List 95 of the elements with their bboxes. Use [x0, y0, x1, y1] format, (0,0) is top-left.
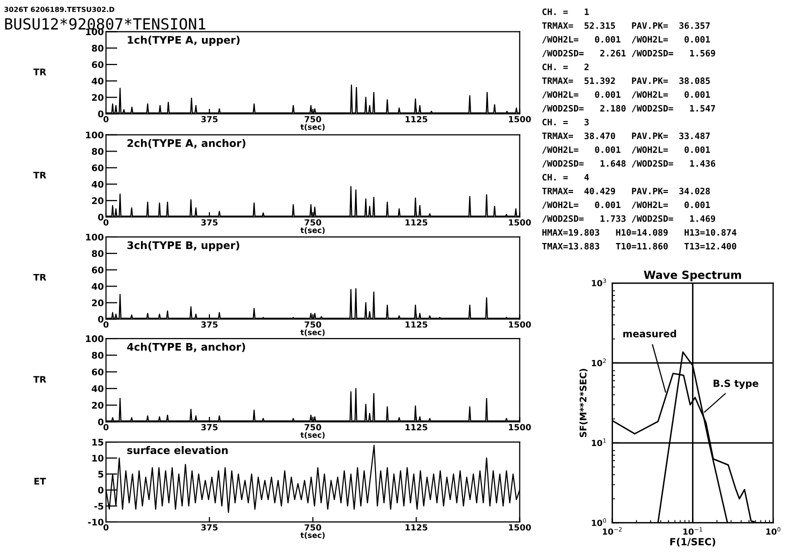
x-tick-label: 1500 — [509, 116, 531, 122]
y-tick-label: 80 — [92, 352, 104, 359]
y-tick-label: 10$^{2}$ — [592, 358, 606, 366]
x-tick-label: 1500 — [509, 321, 531, 328]
y-axis-title: ET — [34, 478, 46, 485]
y-tick-label: 40 — [92, 78, 104, 84]
text: /WOH2L= 0.001 /WOH2L= 0.001 — [542, 202, 710, 209]
y-tick-label: 20 — [92, 94, 104, 101]
y-tick-label: 100 — [86, 234, 104, 241]
text: BUSU12*920807*TENSION1 — [5, 18, 206, 30]
y-tick-label: 20 — [92, 402, 104, 409]
x-tick-label: 1500 — [509, 219, 531, 226]
chart-title: surface elevation — [127, 446, 228, 454]
y-axis-title: TR — [33, 274, 46, 281]
y-tick-label: 100 — [86, 28, 104, 36]
y-tick-label: 100 — [86, 335, 104, 342]
y-tick-label: -10 — [88, 518, 104, 526]
text: /WOD2SD= 1.733 /WOD2SD= 1.469 — [542, 215, 716, 223]
x-tick-label: 0 — [103, 321, 108, 328]
text: TRMAX= 52.315 PAV.PK= 36.357 — [542, 22, 710, 29]
y-tick-label: 10 — [92, 454, 104, 462]
y-axis-title: TR — [33, 68, 46, 76]
y-axis-title: SF(M**2*SEC) — [580, 368, 588, 438]
x-tick-label: 10$^{−2}$ — [602, 527, 622, 535]
x-tick-label: 375 — [201, 219, 218, 226]
y-tick-label: 80 — [92, 250, 104, 257]
x-tick-label: 375 — [201, 321, 218, 328]
text: /WOH2L= 0.001 /WOH2L= 0.001 — [542, 91, 710, 99]
text: TRMAX= 51.392 PAV.PK= 38.085 — [542, 77, 710, 84]
y-tick-label: 20 — [92, 197, 104, 204]
y-tick-label: -5 — [94, 502, 104, 510]
chart-title: Wave Spectrum — [644, 270, 742, 282]
y-tick-label: 40 — [92, 180, 104, 188]
x-tick-label: 1125 — [406, 116, 428, 122]
y-tick-label: 60 — [92, 368, 104, 376]
x-tick-label: 1125 — [406, 321, 428, 328]
text: CH. = 2 — [542, 64, 589, 70]
y-tick-label: 0 — [98, 418, 104, 426]
y-tick-label: 0 — [98, 486, 104, 494]
text: CH. = 3 — [542, 118, 589, 126]
x-tick-label: 0 — [103, 219, 108, 226]
x-tick-label: 750 — [304, 524, 322, 531]
y-tick-label: 80 — [92, 44, 104, 52]
y-tick-label: 80 — [92, 148, 104, 155]
text: CH. = 1 — [542, 8, 589, 16]
x-tick-label: 750 — [304, 219, 322, 226]
y-tick-label: 20 — [92, 299, 104, 306]
x-tick-label: 375 — [201, 116, 218, 122]
text: TRMAX= 40.429 PAV.PK= 34.028 — [542, 188, 710, 194]
x-tick-label: 0 — [103, 524, 108, 531]
y-tick-label: 60 — [92, 61, 104, 68]
chart-title: 1ch(TYPE A, upper) — [128, 36, 240, 46]
y-tick-label: 40 — [92, 385, 104, 392]
text: /WOD2SD= 1.648 /WOD2SD= 1.436 — [542, 160, 716, 168]
y-tick-label: 5 — [98, 470, 104, 478]
chart-title: 4ch(TYPE B, anchor) — [127, 342, 246, 352]
text: HMAX=19.803 H10=14.089 H13=10.874 — [542, 229, 736, 236]
y-tick-label: 60 — [92, 266, 104, 274]
y-axis-title: TR — [33, 376, 46, 383]
y-tick-label: 0 — [98, 214, 104, 221]
annotation: measured — [623, 330, 676, 338]
y-axis-title: TR — [33, 172, 46, 178]
x-tick-label: 375 — [201, 424, 218, 430]
y-tick-label: 10$^{1}$ — [592, 438, 606, 446]
x-tick-label: 750 — [304, 321, 322, 328]
x-tick-label: 10$^{−1}$ — [683, 527, 702, 535]
x-tick-label: 0 — [103, 424, 108, 430]
text: TRMAX= 38.470 PAV.PK= 33.487 — [542, 132, 710, 140]
y-tick-label: 10$^{3}$ — [592, 278, 606, 286]
text: /WOD2SD= 2.261 /WOD2SD= 1.569 — [542, 50, 716, 58]
x-tick-label: 1500 — [509, 524, 531, 531]
y-tick-label: 0 — [98, 316, 104, 323]
x-tick-label: 375 — [201, 524, 218, 531]
y-tick-label: 15 — [92, 438, 104, 446]
text: /WOD2SD= 2.180 /WOD2SD= 1.547 — [542, 104, 716, 112]
x-tick-label: 750 — [304, 116, 322, 122]
text: TMAX=13.883 T10=11.860 T13=12.400 — [542, 242, 736, 250]
y-tick-label: 100 — [86, 132, 104, 138]
x-tick-label: 10$^{0}$ — [766, 527, 780, 535]
text: CH. = 4 — [542, 174, 589, 181]
x-tick-label: 1500 — [509, 424, 531, 430]
text: /WOH2L= 0.001 /WOH2L= 0.001 — [542, 36, 710, 44]
chart-title: 3ch(TYPE B, upper) — [127, 241, 240, 252]
text: /WOH2L= 0.001 /WOH2L= 0.001 — [542, 146, 710, 154]
chart-title: 2ch(TYPE A, anchor) — [128, 138, 246, 148]
x-tick-label: 0 — [103, 116, 108, 122]
x-axis-title: F(1/SEC) — [670, 538, 716, 546]
y-tick-label: 0 — [98, 110, 104, 118]
x-tick-label: 750 — [304, 424, 322, 430]
annotation: B.S type — [714, 380, 758, 389]
y-tick-label: 40 — [92, 283, 104, 290]
x-tick-label: 1125 — [406, 424, 428, 430]
x-tick-label: 1125 — [406, 219, 428, 226]
y-tick-label: 60 — [92, 164, 104, 172]
x-tick-label: 1125 — [406, 524, 428, 531]
